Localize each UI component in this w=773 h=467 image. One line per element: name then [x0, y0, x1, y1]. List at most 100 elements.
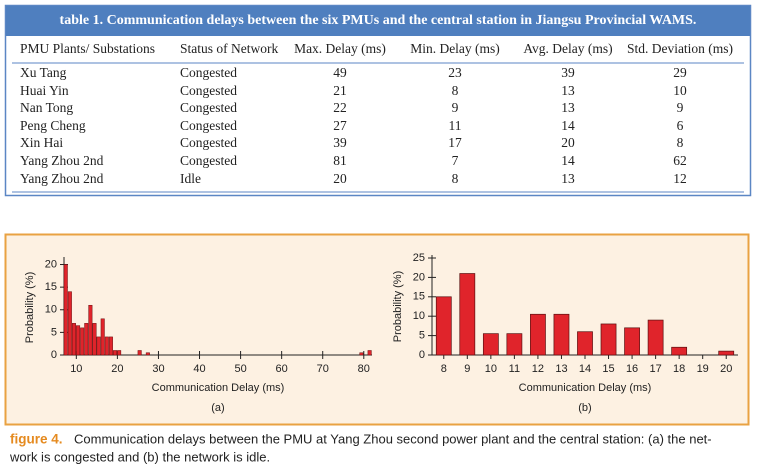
table-cell: 11	[449, 118, 462, 133]
x-tick-label: 9	[464, 363, 470, 375]
table-cell: 14	[561, 153, 575, 168]
table-header: Max. Delay (ms)	[294, 41, 386, 56]
table-cell: Congested	[180, 153, 237, 168]
table-cell: Yang Zhou 2nd	[20, 171, 104, 186]
bar	[459, 273, 476, 356]
table-cell: Congested	[180, 100, 237, 115]
subcaption: (b)	[578, 402, 591, 414]
y-tick-label: 15	[45, 281, 57, 293]
table-cell: 22	[333, 100, 347, 115]
table-cell: 8	[677, 135, 684, 150]
table-cell: 8	[452, 83, 459, 98]
bar	[84, 323, 89, 356]
y-tick-label: 25	[413, 252, 425, 264]
x-tick-label: 14	[579, 363, 591, 375]
x-tick-label: 20	[720, 363, 732, 375]
x-tick-label: 10	[70, 363, 82, 375]
table-cell: 13	[561, 100, 575, 115]
x-tick-label: 8	[441, 363, 447, 375]
table-cell: 6	[677, 118, 684, 133]
x-tick-label: 17	[649, 363, 661, 375]
bar	[63, 264, 68, 356]
table-cell: 62	[673, 153, 687, 168]
table-cell: 13	[561, 83, 575, 98]
x-tick-label: 11	[509, 363, 520, 375]
bar	[624, 327, 640, 356]
y-tick-label: 15	[413, 291, 425, 303]
y-tick-label: 10	[45, 304, 57, 316]
figure-label: figure 4.	[10, 432, 63, 447]
bar	[96, 336, 101, 356]
table-cell: Xu Tang	[20, 65, 67, 80]
bar	[67, 291, 72, 356]
bar	[530, 313, 546, 356]
table-cell: 8	[452, 171, 459, 186]
bar	[145, 352, 150, 356]
bar	[117, 350, 122, 356]
bar	[71, 323, 76, 356]
bar	[100, 318, 105, 356]
x-tick-label: 15	[602, 363, 614, 375]
figure-caption: work is congested and (b) the network is…	[9, 449, 270, 464]
y-tick-label: 20	[45, 258, 57, 270]
table-cell: 23	[448, 65, 462, 80]
subcaption: (a)	[211, 402, 224, 414]
bar	[671, 346, 688, 356]
y-tick-label: 0	[419, 349, 425, 361]
table-cell: Nan Tong	[20, 100, 73, 115]
x-tick-label: 70	[317, 363, 329, 375]
table-title-bar	[6, 6, 750, 36]
table-cell: 14	[561, 118, 575, 133]
table-cell: 17	[448, 135, 462, 150]
table-header: Std. Deviation (ms)	[627, 41, 733, 56]
table-cell: 81	[333, 153, 347, 168]
bar	[600, 323, 617, 356]
x-tick-label: 80	[358, 363, 370, 375]
bar	[80, 327, 85, 356]
y-tick-label: 20	[413, 271, 425, 283]
bar	[108, 336, 113, 356]
table-cell: 20	[333, 171, 347, 186]
x-tick-label: 18	[673, 363, 685, 375]
x-tick-label: 12	[532, 363, 544, 375]
table-cell: Xin Hai	[20, 135, 63, 150]
table-header: Status of Network	[180, 41, 278, 56]
table-cell: Congested	[180, 83, 237, 98]
bar	[113, 350, 118, 356]
table-cell: 9	[677, 100, 684, 115]
bar	[76, 325, 81, 356]
bar	[359, 352, 364, 356]
bar	[482, 333, 499, 356]
bar	[506, 333, 523, 356]
x-tick-label: 60	[276, 363, 288, 375]
table-cell: 9	[452, 100, 459, 115]
table-cell: 21	[333, 83, 347, 98]
x-tick-label: 13	[555, 363, 567, 375]
table-cell: 10	[673, 83, 687, 98]
x-tick-label: 19	[697, 363, 709, 375]
y-tick-label: 5	[419, 330, 425, 342]
bar	[577, 331, 593, 356]
y-axis-label: Probability (%)	[392, 271, 404, 343]
y-tick-label: 5	[51, 326, 57, 338]
bar	[553, 313, 570, 356]
x-tick-label: 16	[626, 363, 638, 375]
table-header: Avg. Delay (ms)	[523, 41, 612, 56]
table-cell: 12	[673, 171, 687, 186]
table-cell: Congested	[180, 65, 237, 80]
table-cell: 27	[333, 118, 347, 133]
y-tick-label: 0	[51, 349, 57, 361]
x-axis-label: Communication Delay (ms)	[519, 382, 652, 394]
x-tick-label: 40	[193, 363, 205, 375]
x-tick-label: 30	[152, 363, 164, 375]
table-cell: Peng Cheng	[20, 118, 86, 133]
x-tick-label: 10	[485, 363, 497, 375]
table-cell: Congested	[180, 118, 237, 133]
x-axis-label: Communication Delay (ms)	[152, 382, 285, 394]
table-cell: 20	[561, 135, 575, 150]
table-cell: 39	[561, 65, 575, 80]
table-header: Min. Delay (ms)	[410, 41, 500, 56]
y-tick-label: 10	[413, 310, 425, 322]
table-cell: Idle	[180, 171, 201, 186]
